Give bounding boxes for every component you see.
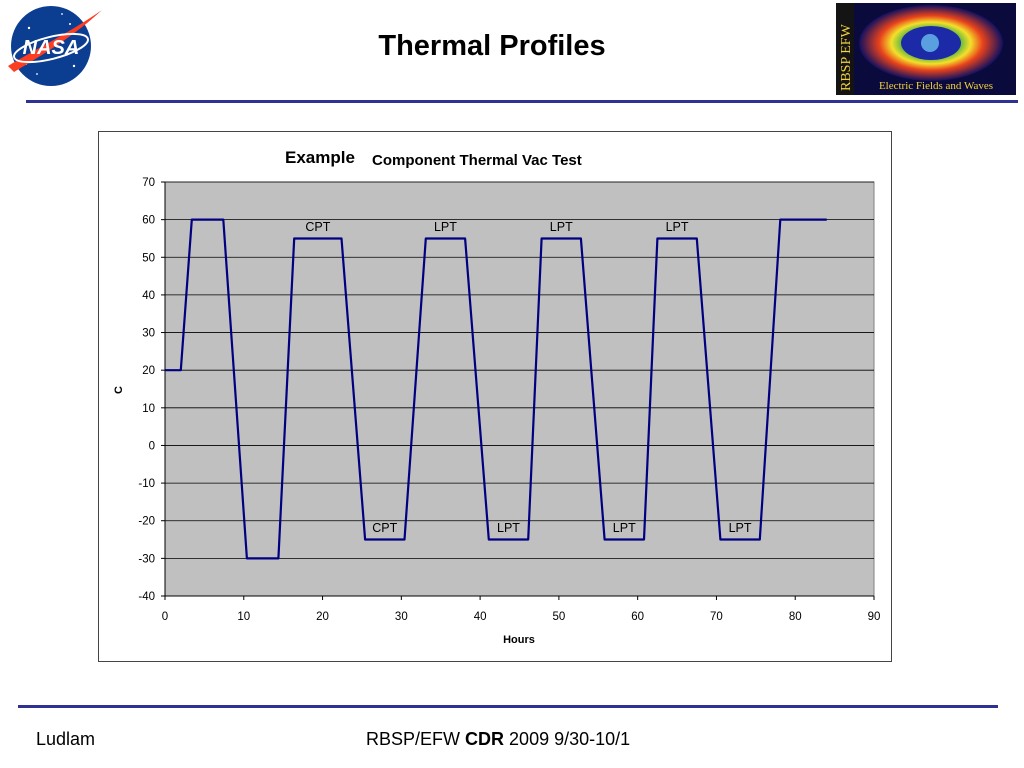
annotation-label: LPT bbox=[434, 220, 457, 234]
x-tick-label: 50 bbox=[552, 611, 565, 623]
x-tick-label: 0 bbox=[162, 611, 168, 623]
x-tick-label: 90 bbox=[868, 611, 881, 623]
y-tick-label: 30 bbox=[142, 328, 155, 340]
footer-event: RBSP/EFW CDR 2009 9/30-10/1 bbox=[366, 729, 630, 750]
footer-prefix: RBSP/EFW bbox=[366, 729, 461, 749]
nasa-logo: NASA bbox=[8, 6, 102, 86]
chart-area: Example Component Thermal Vac Test C Hou… bbox=[98, 131, 892, 662]
y-tick-label: 20 bbox=[142, 365, 155, 377]
y-tick-label: 40 bbox=[142, 290, 155, 302]
plot-area bbox=[164, 181, 875, 597]
header-rule bbox=[26, 100, 1018, 103]
y-tick-label: 70 bbox=[142, 177, 155, 189]
footer-rule bbox=[18, 705, 998, 708]
y-tick-label: 10 bbox=[142, 403, 155, 415]
rbsp-efw-logo: RBSP EFW Electric Fields and Waves bbox=[836, 3, 1016, 95]
x-tick-label: 60 bbox=[631, 611, 644, 623]
y-tick-label: -40 bbox=[138, 591, 155, 603]
nasa-logo-text: NASA bbox=[23, 37, 80, 59]
x-tick-label: 30 bbox=[395, 611, 408, 623]
x-tick-label: 80 bbox=[789, 611, 802, 623]
efw-logo-side-text: RBSP EFW bbox=[839, 23, 854, 91]
x-tick-label: 10 bbox=[237, 611, 250, 623]
chart-title-prefix: Example bbox=[285, 148, 355, 167]
chart-title: Component Thermal Vac Test bbox=[372, 152, 582, 169]
annotation-label: LPT bbox=[613, 521, 636, 535]
annotation-label: LPT bbox=[550, 220, 573, 234]
footer-cdr: CDR bbox=[465, 729, 505, 749]
efw-logo-caption: Electric Fields and Waves bbox=[879, 80, 993, 92]
y-tick-label: -30 bbox=[138, 553, 155, 565]
page-title: Thermal Profiles bbox=[378, 30, 606, 62]
x-tick-label: 70 bbox=[710, 611, 723, 623]
temperature-series-line bbox=[165, 218, 827, 560]
annotation-label: LPT bbox=[497, 521, 520, 535]
annotation-label: LPT bbox=[666, 220, 689, 234]
x-tick-label: 40 bbox=[474, 611, 487, 623]
y-tick-label: 0 bbox=[149, 440, 155, 452]
annotation-label: CPT bbox=[372, 521, 397, 535]
x-axis-label: Hours bbox=[503, 634, 535, 646]
y-axis-label: C bbox=[113, 386, 125, 394]
x-tick-label: 20 bbox=[316, 611, 329, 623]
y-tick-label: 50 bbox=[142, 252, 155, 264]
y-tick-label: -10 bbox=[138, 478, 155, 490]
thermal-profile-chart: Example Component Thermal Vac Test C Hou… bbox=[113, 148, 881, 646]
footer-date: 2009 9/30-10/1 bbox=[509, 729, 631, 749]
footer-author: Ludlam bbox=[36, 729, 96, 749]
y-tick-label: -20 bbox=[138, 516, 155, 528]
annotation-label: CPT bbox=[305, 220, 330, 234]
annotation-label: LPT bbox=[729, 521, 752, 535]
y-tick-label: 60 bbox=[142, 215, 155, 227]
